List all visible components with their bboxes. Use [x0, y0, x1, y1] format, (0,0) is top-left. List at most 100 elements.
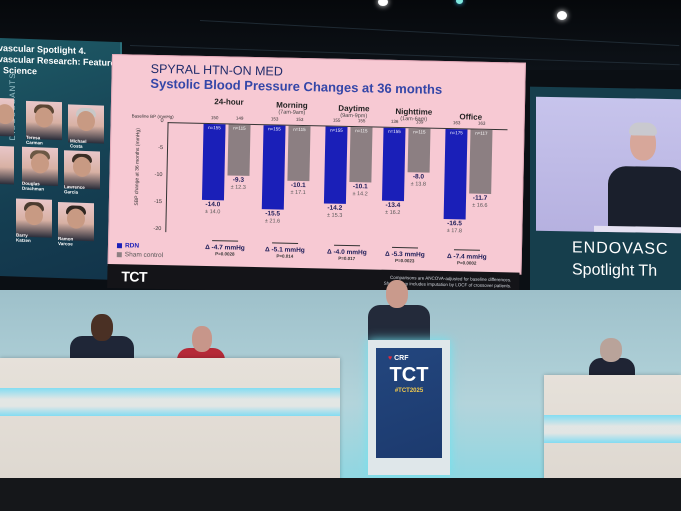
lectern-tct-logo: TCT	[389, 364, 429, 386]
discussant-name: Ramon Varcoe	[58, 236, 74, 247]
bar-n-label: n=175	[450, 130, 463, 136]
slide: SPYRAL HTN-ON MED Systolic Blood Pressur…	[107, 54, 526, 275]
difference-label: Δ -5.3 mmHg P=0.0023	[373, 246, 437, 264]
bar-rdn: n=155	[323, 126, 348, 205]
session-banner-line2: Spotlight Th	[572, 261, 658, 280]
baseline-value: 150	[210, 115, 219, 121]
y-axis-label: SBP change at 36 months (mmHg)	[133, 128, 142, 206]
baseline-value: 153	[270, 116, 279, 122]
difference-label: Δ -7.4 mmHg P=0.0002	[435, 249, 499, 266]
bar-n-label: n=115	[233, 125, 246, 131]
truss	[199, 20, 680, 47]
bar-value: -13.4	[385, 201, 401, 210]
bar-rdn: n=155	[201, 123, 226, 201]
speaker-hair	[629, 122, 657, 136]
tct-logo: TCT	[121, 268, 148, 285]
baseline-value: 139	[415, 119, 424, 125]
legend-item-sham: Sham control	[116, 250, 163, 260]
discussant-name: Douglas Drachman	[22, 180, 45, 192]
discussant-name: Lawrence Garcia	[64, 184, 85, 195]
baseline-value: 153	[295, 116, 304, 123]
crf-logo: ♥ CRF	[388, 355, 409, 362]
difference-label: Δ -5.1 mmHg P=0.014	[253, 242, 317, 259]
bar-sd: ± 21.6	[264, 218, 281, 226]
y-tick: -10	[154, 171, 163, 179]
bar-n-label: n=117	[475, 130, 488, 136]
baseline-value: 136	[390, 118, 399, 125]
group-label-morning: Morning (7am-9am)	[276, 100, 308, 117]
discussant-photo	[0, 97, 14, 137]
y-axis	[165, 122, 169, 233]
bar-sd: ± 17.1	[290, 189, 306, 197]
discussant-photo	[0, 145, 14, 185]
panel-desk-left	[0, 358, 340, 498]
baseline-value: 163	[477, 120, 486, 126]
bar-sd: ± 17.8	[446, 227, 463, 235]
bar-sd: ± 12.3	[230, 184, 246, 191]
bar-value: -15.5	[265, 210, 281, 219]
y-tick: -5	[158, 144, 164, 152]
speaker-video-feed	[536, 96, 681, 234]
session-title: vascular Spotlight 4. vascular Research:…	[0, 42, 122, 77]
bar-value: -10.1	[352, 183, 368, 191]
bar-value: -9.3	[232, 176, 245, 184]
lectern: ♥ CRF TCT #TCT2025	[368, 340, 450, 475]
lectern-hashtag: #TCT2025	[394, 388, 424, 394]
y-tick: 0	[160, 118, 164, 125]
bar-n-label: n=115	[413, 129, 426, 135]
bar-sham: n=115	[349, 127, 373, 183]
bar-sham: n=115	[227, 124, 251, 176]
y-tick: -15	[153, 198, 162, 206]
session-info-screen: vascular Spotlight 4. vascular Research:…	[0, 37, 122, 281]
bar-rdn: n=155	[261, 125, 286, 211]
bar-sd: ± 16.6	[472, 202, 488, 209]
discussant-name: Barry Katzen	[16, 232, 31, 244]
ceiling-light	[557, 11, 567, 20]
bar-n-label: n=115	[355, 128, 368, 134]
baseline-value: 163	[452, 120, 461, 126]
panel-desk-right	[544, 375, 681, 495]
podium-edge	[594, 225, 681, 234]
bar-rdn: n=155	[381, 127, 406, 202]
bar-value: -10.1	[290, 181, 306, 190]
bar-sd: ± 14.0	[205, 209, 221, 216]
bar-value: -14.2	[327, 204, 343, 213]
bar-n-label: n=115	[293, 126, 306, 133]
discussant-name: Michael Costa	[70, 138, 87, 149]
ceiling-light	[456, 0, 463, 4]
baseline-value: 155	[357, 118, 366, 124]
y-tick: -20	[153, 225, 162, 233]
bar-sham: n=115	[287, 125, 311, 182]
slide-subtitle: Systolic Blood Pressure Changes at 36 mo…	[150, 75, 443, 97]
bar-value: -14.0	[205, 201, 221, 209]
baseline-value: 149	[235, 115, 244, 121]
speaker-figure	[608, 165, 681, 234]
chart-legend: RDN Sham control	[116, 241, 164, 260]
bar-sham: n=117	[469, 129, 493, 194]
lectern-panel: ♥ CRF TCT #TCT2025	[376, 348, 442, 458]
discussant-name: Teresa Carman	[26, 134, 43, 146]
heart-icon: ♥	[388, 355, 393, 362]
bar-n-label: n=155	[388, 128, 401, 135]
bar-n-label: n=155	[208, 125, 221, 131]
baseline-value: 155	[332, 117, 341, 123]
main-presentation-screen: SPYRAL HTN-ON MED Systolic Blood Pressur…	[107, 54, 528, 303]
bar-sd: ± 13.8	[410, 180, 427, 188]
bar-sd: ± 15.3	[326, 212, 343, 220]
bar-rdn: n=175	[443, 129, 468, 220]
difference-label: Δ -4.7 mmHg P=0.0028	[193, 240, 257, 257]
stage-floor	[0, 478, 681, 511]
ceiling-light	[378, 0, 388, 6]
bar-value: -8.0	[412, 172, 425, 181]
difference-label: Δ -4.0 mmHg P=0.017	[315, 244, 379, 261]
bar-sham: n=115	[407, 128, 431, 173]
bar-sd: ± 14.2	[352, 191, 368, 198]
bar-n-label: n=155	[330, 127, 343, 133]
bar-n-label: n=155	[268, 126, 281, 132]
bar-value: -11.7	[472, 194, 488, 202]
session-banner-line1: ENDOVASC	[572, 239, 669, 259]
group-label-24h: 24-hour	[214, 97, 244, 107]
bar-sd: ± 16.2	[385, 209, 401, 217]
speaker-video-screen: ENDOVASC Spotlight Th	[530, 86, 681, 300]
bar-value: -16.5	[447, 219, 463, 228]
